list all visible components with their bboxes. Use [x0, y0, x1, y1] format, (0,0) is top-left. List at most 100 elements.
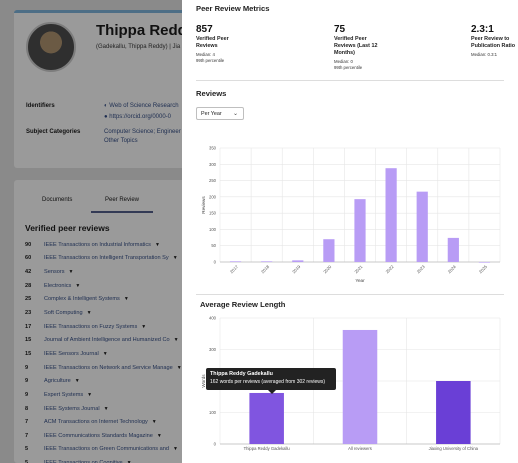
journal-row[interactable]: 7 ACM Transactions on Internet Technology…	[25, 415, 182, 429]
caret-down-icon[interactable]: ▼	[127, 460, 132, 463]
journal-row[interactable]: 42 Sensors ▼	[25, 265, 182, 279]
y-tick-label: 100	[209, 410, 217, 415]
y-axis-title: Reviews	[201, 196, 206, 214]
y-tick-label: 100	[209, 227, 217, 232]
journal-name[interactable]: IEEE Transactions on Fuzzy Systems	[44, 323, 138, 330]
journal-name[interactable]: Expert Systems	[44, 391, 84, 398]
caret-down-icon[interactable]: ▼	[156, 432, 162, 439]
caret-down-icon[interactable]: ▼	[176, 364, 182, 371]
bar	[292, 260, 304, 262]
x-tick-label: Thippa Reddy Gadekallu	[244, 446, 291, 451]
divider	[196, 294, 504, 295]
caret-down-icon[interactable]: ▼	[103, 405, 109, 412]
journal-count: 9	[25, 391, 29, 398]
caret-down-icon[interactable]: ▼	[68, 269, 74, 276]
journal-name[interactable]: IEEE Sensors Journal	[44, 350, 99, 357]
identifier-orcid-link[interactable]: ● https://orcid.org/0000-0	[104, 114, 171, 120]
journal-row[interactable]: 25 Complex & Intelligent Systems ▼	[25, 293, 182, 307]
journal-name[interactable]: ACM Transactions on Internet Technology	[44, 419, 148, 426]
journal-name[interactable]: Journal of Ambient Intelligence and Huma…	[44, 337, 170, 344]
journal-row[interactable]: 9 Expert Systems ▼	[25, 388, 182, 402]
tab-documents[interactable]: Documents	[42, 197, 73, 203]
caret-down-icon[interactable]: ▼	[151, 419, 157, 426]
caret-down-icon[interactable]: ▼	[74, 378, 80, 385]
bar	[436, 381, 471, 444]
caret-down-icon[interactable]: ▼	[172, 255, 178, 262]
avg-length-title: Average Review Length	[200, 300, 286, 309]
metrics-title: Peer Review Metrics	[196, 4, 270, 13]
x-tick-label: All reviewers	[348, 446, 372, 451]
journal-row[interactable]: 8 IEEE Systems Journal ▼	[25, 402, 182, 416]
journal-name[interactable]: IEEE Transactions on Cognitive	[44, 460, 123, 463]
caret-down-icon[interactable]: ▼	[141, 323, 147, 330]
bar	[354, 199, 366, 262]
metric-value: 2.3:1	[471, 24, 494, 35]
journal-row[interactable]: 60 IEEE Transactions on Intelligent Trans…	[25, 252, 182, 266]
journal-name[interactable]: IEEE Transactions on Green Communication…	[44, 446, 169, 453]
journal-row[interactable]: 15 Journal of Ambient Intelligence and Hu…	[25, 333, 182, 347]
x-tick-label: Jiaxing University of China	[429, 446, 479, 451]
divider	[196, 80, 504, 81]
caret-down-icon[interactable]: ▼	[86, 310, 92, 317]
subject-categories-label: Subject Categories	[26, 129, 81, 135]
bar	[261, 261, 273, 262]
caret-down-icon[interactable]: ▼	[87, 391, 93, 398]
journal-row[interactable]: 7 IEEE Communications Standards Magazine ▼	[25, 429, 182, 443]
bar	[249, 392, 284, 444]
y-tick-label: 200	[209, 194, 217, 199]
journal-row[interactable]: 9 IEEE Transactions on Network and Servic…	[25, 361, 182, 375]
caret-down-icon[interactable]: ▼	[75, 282, 81, 289]
journal-count: 15	[25, 350, 32, 357]
bar	[323, 239, 335, 262]
journal-name[interactable]: IEEE Systems Journal	[44, 405, 100, 412]
journal-name[interactable]: Electronics	[44, 282, 72, 289]
x-tick-label: 2024	[447, 264, 458, 275]
metric-label: Verified Peer	[334, 36, 367, 42]
journal-name[interactable]: IEEE Transactions on Network and Service…	[44, 364, 173, 371]
journal-name[interactable]: IEEE Transactions on Intelligent Transpo…	[44, 255, 169, 262]
x-tick-label: 2018	[260, 264, 271, 275]
journal-count: 7	[25, 419, 29, 426]
metric-label: Verified Peer	[196, 36, 229, 42]
y-tick-label: 250	[209, 178, 217, 183]
journal-row[interactable]: 15 IEEE Sensors Journal ▼	[25, 347, 182, 361]
x-tick-label: 2019	[291, 264, 302, 275]
metric-label: Months)	[334, 50, 355, 56]
metric-percentile: 99th percentile	[196, 58, 225, 63]
peer-review-metrics-panel: Peer Review Metrics 857 Verified Peer Re…	[182, 0, 518, 463]
reviews-chart: 0 50 100 150 200 250 300 350 2017 2018 2019 2020 202…	[201, 146, 501, 283]
journal-row[interactable]: 17 IEEE Transactions on Fuzzy Systems ▼	[25, 320, 182, 334]
metric-label: Publication Ratio	[471, 43, 516, 49]
journal-list: 90 IEEE Transactions on Industrial Inform…	[25, 238, 182, 463]
journal-count: 42	[25, 269, 32, 276]
journal-name[interactable]: IEEE Transactions on Industrial Informat…	[44, 241, 151, 248]
caret-down-icon[interactable]: ▼	[123, 296, 129, 303]
metric-label: Reviews (Last 12	[334, 43, 378, 49]
journal-row[interactable]: 5 IEEE Transactions on Green Communicatio…	[25, 443, 182, 457]
period-select[interactable]: Per Year ⌄	[196, 107, 244, 120]
journal-row[interactable]: 90 IEEE Transactions on Industrial Inform…	[25, 238, 182, 252]
caret-down-icon[interactable]: ▼	[173, 446, 178, 453]
journal-count: 9	[25, 364, 29, 371]
identifier-wos-link[interactable]: ◐ Web of Science Research	[104, 103, 179, 109]
caret-down-icon[interactable]: ▼	[102, 350, 108, 357]
x-tick-label: 2022	[385, 264, 396, 275]
tab-peer-review[interactable]: Peer Review	[91, 197, 153, 213]
tooltip-arrow	[268, 390, 276, 394]
caret-down-icon[interactable]: ▼	[173, 337, 179, 344]
y-axis-title: Words	[201, 374, 206, 388]
journal-row[interactable]: 28 Electronics ▼	[25, 279, 182, 293]
journal-name[interactable]: Agriculture	[44, 378, 71, 385]
journal-name[interactable]: Soft Computing	[44, 310, 83, 317]
chart-tooltip: Thippa Reddy Gadekallu 162 words per rev…	[206, 368, 336, 394]
journal-row[interactable]: 23 Soft Computing ▼	[25, 306, 182, 320]
caret-down-icon[interactable]: ▼	[154, 241, 160, 248]
x-tick-label: 2023	[416, 264, 427, 275]
profile-alias: (Gadekallu, Thippa Reddy) | Jia	[96, 44, 181, 50]
metric-percentile: 99th percentile	[334, 65, 363, 70]
journal-row[interactable]: 9 Agriculture ▼	[25, 374, 182, 388]
journal-name[interactable]: Complex & Intelligent Systems	[44, 296, 120, 303]
journal-name[interactable]: IEEE Communications Standards Magazine	[44, 432, 153, 439]
journal-name[interactable]: Sensors	[44, 269, 65, 276]
